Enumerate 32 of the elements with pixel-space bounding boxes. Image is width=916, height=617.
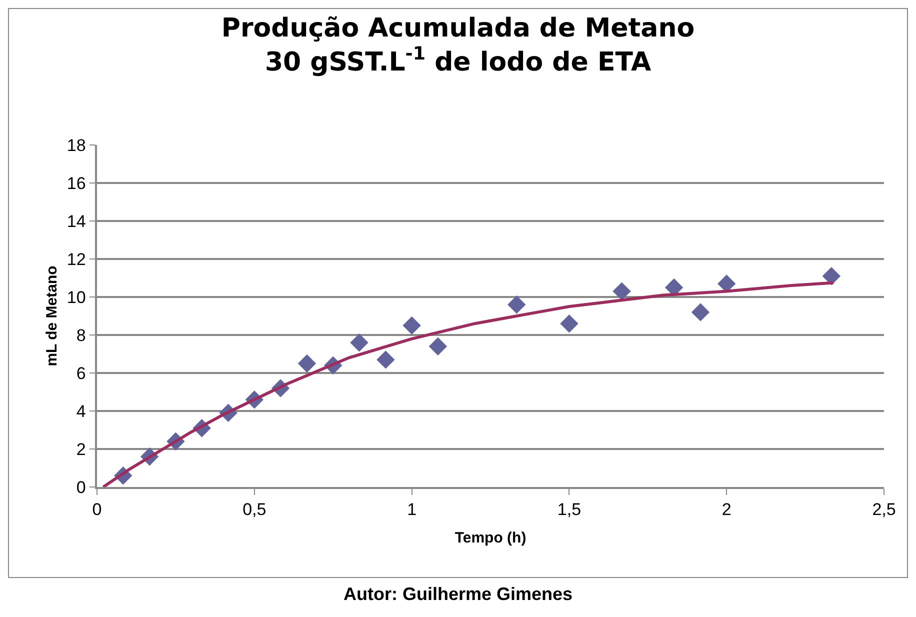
y-tick-label: 0 [76,478,86,497]
y-axis-title: mL de Metano [44,266,60,366]
x-tick-label: 1 [407,500,417,520]
y-tick-label: 2 [76,440,86,459]
point [428,337,448,356]
point [560,314,578,333]
point [664,278,684,297]
point [298,354,316,373]
point [508,296,526,314]
chart-title: Produção Acumulada de Metano 30 gSST.L$^{-1}$ de lodo de ETA [221,14,695,78]
point [691,303,710,322]
point [350,334,368,352]
y-tick-label: 10 [66,288,86,307]
y-tick-label: 18 [66,136,86,155]
y-tick-label: 16 [66,174,86,193]
point [376,350,395,369]
x-tick-label: 2 [722,500,732,520]
y-tick-label: 6 [76,364,86,383]
text: Autor: Guilherme Gimenes [342,584,574,605]
y-tick-label: 12 [66,250,86,269]
x-tick-label: 0,5 [242,500,266,520]
y-tick-label: 14 [66,212,86,231]
y-tick-label: 8 [76,326,86,345]
y-tick-label: 4 [76,402,86,421]
point [612,282,631,300]
point [718,274,736,293]
x-axis-title: Tempo (h) [454,530,526,546]
x-tick-label: 2,5 [872,500,896,520]
x-tick-label: 1,5 [557,500,582,520]
x-tick-label: 0 [92,500,102,520]
point [402,316,421,335]
point [822,267,841,286]
